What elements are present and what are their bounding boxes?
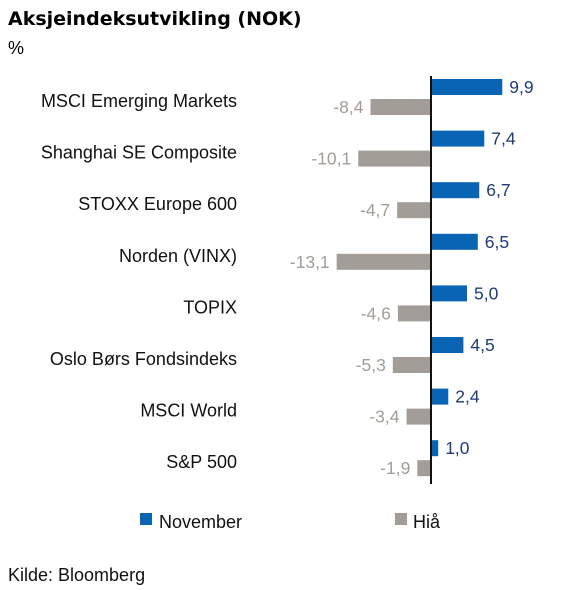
bar-november-oslo-b-rs-fondsindeks — [431, 337, 464, 353]
chart-title: Aksjeindeksutvikling (NOK) — [8, 8, 302, 30]
value-label-hi-stoxx-europe-600: -4,7 — [360, 200, 390, 220]
bar-hi-msci-world — [406, 408, 431, 425]
category-label-msci-world: MSCI World — [140, 401, 237, 421]
value-label-hi-shanghai-se-composite: -10,1 — [311, 149, 351, 169]
legend-swatch-hia — [395, 513, 407, 525]
legend-label-november: November — [159, 512, 242, 532]
bar-hi-msci-emerging-markets — [370, 99, 431, 115]
bar-november-msci-world — [431, 388, 449, 405]
value-label-hi-msci-world: -3,4 — [369, 407, 399, 427]
bars-layer: MSCI Emerging Markets 9,9 -8,4 Shanghai SE … — [41, 77, 534, 478]
category-label-norden-vinx: Norden (VINX) — [119, 246, 237, 266]
value-label-hi-msci-emerging-markets: -8,4 — [333, 97, 363, 117]
legend-swatch-november — [140, 513, 152, 525]
bar-november-stoxx-europe-600 — [431, 182, 480, 199]
value-label-november-oslo-b-rs-fondsindeks: 4,5 — [470, 335, 494, 355]
value-label-november-stoxx-europe-600: 6,7 — [486, 180, 510, 200]
value-label-november-msci-world: 2,4 — [455, 387, 480, 407]
value-label-hi-topix: -4,6 — [361, 303, 391, 323]
bar-hi-stoxx-europe-600 — [397, 202, 431, 219]
bar-hi-s-p-500 — [417, 460, 431, 477]
value-label-november-topix: 5,0 — [474, 283, 499, 303]
value-label-hi-oslo-b-rs-fondsindeks: -5,3 — [356, 355, 386, 375]
category-label-topix: TOPIX — [183, 297, 237, 317]
bar-november-s-p-500 — [431, 440, 439, 457]
bar-hi-shanghai-se-composite — [358, 150, 431, 167]
bar-hi-oslo-b-rs-fondsindeks — [392, 357, 431, 373]
bar-november-topix — [431, 285, 467, 302]
value-label-hi-s-p-500: -1,9 — [380, 458, 410, 478]
bar-november-norden-vinx — [431, 233, 478, 250]
category-label-s-p-500: S&P 500 — [166, 452, 237, 472]
category-label-msci-emerging-markets: MSCI Emerging Markets — [41, 91, 237, 111]
legend: November Hiå — [140, 512, 441, 532]
category-label-oslo-b-rs-fondsindeks: Oslo Børs Fondsindeks — [50, 349, 237, 369]
value-label-november-shanghai-se-composite: 7,4 — [491, 129, 516, 149]
source-note: Kilde: Bloomberg — [8, 565, 145, 585]
value-label-november-msci-emerging-markets: 9,9 — [509, 77, 533, 97]
value-label-november-s-p-500: 1,0 — [445, 438, 470, 458]
legend-label-hia: Hiå — [413, 512, 441, 532]
category-label-stoxx-europe-600: STOXX Europe 600 — [78, 194, 237, 214]
bar-hi-topix — [397, 305, 431, 322]
unit-label: % — [8, 38, 24, 58]
bar-hi-norden-vinx — [336, 253, 431, 270]
category-label-shanghai-se-composite: Shanghai SE Composite — [41, 143, 237, 163]
value-label-hi-norden-vinx: -13,1 — [290, 252, 330, 272]
bar-november-shanghai-se-composite — [431, 130, 485, 147]
value-label-november-norden-vinx: 6,5 — [485, 232, 509, 252]
bar-november-msci-emerging-markets — [431, 79, 503, 95]
